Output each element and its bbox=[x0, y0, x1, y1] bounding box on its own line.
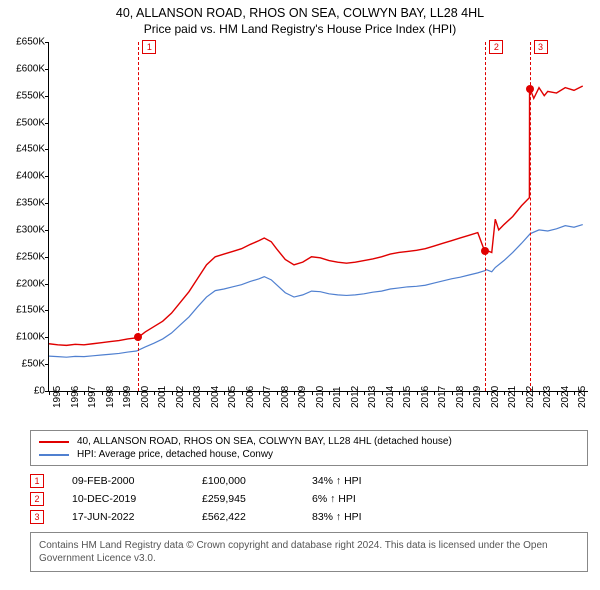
y-tick-label: £0 bbox=[1, 386, 45, 397]
event-row: 1 09-FEB-2000£100,00034% ↑ HPI bbox=[30, 472, 588, 490]
event-price: £562,422 bbox=[202, 511, 312, 523]
event-price: £259,945 bbox=[202, 493, 312, 505]
x-tick-label: 2007 bbox=[262, 386, 273, 408]
y-tick-label: £50K bbox=[1, 359, 45, 370]
x-tick-label: 1999 bbox=[122, 386, 133, 408]
y-tick-label: £150K bbox=[1, 305, 45, 316]
chart-title: 40, ALLANSON ROAD, RHOS ON SEA, COLWYN B… bbox=[10, 6, 590, 20]
chart-title-block: 40, ALLANSON ROAD, RHOS ON SEA, COLWYN B… bbox=[0, 0, 600, 38]
series-price_paid bbox=[49, 86, 583, 345]
event-point bbox=[134, 333, 142, 341]
x-tick-label: 1998 bbox=[105, 386, 116, 408]
legend-swatch bbox=[39, 454, 69, 456]
legend-item: HPI: Average price, detached house, Conw… bbox=[39, 448, 579, 461]
event-point bbox=[481, 247, 489, 255]
x-tick-label: 2023 bbox=[542, 386, 553, 408]
event-row: 2 10-DEC-2019£259,9456% ↑ HPI bbox=[30, 490, 588, 508]
event-number: 1 bbox=[30, 474, 44, 488]
x-tick-label: 2018 bbox=[455, 386, 466, 408]
y-tick-label: £350K bbox=[1, 198, 45, 209]
events-table: 1 09-FEB-2000£100,00034% ↑ HPI 2 10-DEC-201… bbox=[30, 472, 588, 526]
chart-lines bbox=[49, 42, 588, 391]
x-tick-label: 2013 bbox=[367, 386, 378, 408]
event-vline bbox=[485, 42, 486, 391]
event-delta: 6% ↑ HPI bbox=[312, 493, 422, 505]
x-tick-label: 2012 bbox=[350, 386, 361, 408]
x-tick-label: 2014 bbox=[385, 386, 396, 408]
event-number: 2 bbox=[30, 492, 44, 506]
event-date: 10-DEC-2019 bbox=[72, 493, 202, 505]
chart-legend: 40, ALLANSON ROAD, RHOS ON SEA, COLWYN B… bbox=[30, 430, 588, 466]
y-tick-label: £400K bbox=[1, 171, 45, 182]
event-marker: 1 bbox=[142, 40, 156, 54]
x-tick-label: 2003 bbox=[192, 386, 203, 408]
y-tick-label: £200K bbox=[1, 278, 45, 289]
x-tick-label: 2011 bbox=[332, 386, 343, 408]
x-tick-label: 2005 bbox=[227, 386, 238, 408]
event-row: 3 17-JUN-2022£562,42283% ↑ HPI bbox=[30, 508, 588, 526]
event-marker: 3 bbox=[534, 40, 548, 54]
y-tick-label: £500K bbox=[1, 117, 45, 128]
x-tick-label: 2015 bbox=[402, 386, 413, 408]
x-tick-label: 1996 bbox=[70, 386, 81, 408]
x-tick-label: 2025 bbox=[577, 386, 588, 408]
event-number: 3 bbox=[30, 510, 44, 524]
x-tick-label: 2002 bbox=[175, 386, 186, 408]
legend-label: 40, ALLANSON ROAD, RHOS ON SEA, COLWYN B… bbox=[77, 436, 452, 447]
y-tick-label: £250K bbox=[1, 251, 45, 262]
event-date: 17-JUN-2022 bbox=[72, 511, 202, 523]
attribution-text: Contains HM Land Registry data © Crown c… bbox=[39, 540, 548, 564]
attribution-box: Contains HM Land Registry data © Crown c… bbox=[30, 532, 588, 572]
x-tick-label: 1995 bbox=[52, 386, 63, 408]
legend-label: HPI: Average price, detached house, Conw… bbox=[77, 449, 273, 460]
y-tick-label: £100K bbox=[1, 332, 45, 343]
x-tick-label: 2017 bbox=[437, 386, 448, 408]
y-tick-label: £550K bbox=[1, 90, 45, 101]
series-hpi bbox=[49, 225, 583, 358]
event-delta: 83% ↑ HPI bbox=[312, 511, 422, 523]
x-tick-label: 2008 bbox=[280, 386, 291, 408]
event-vline bbox=[530, 42, 531, 391]
x-tick-label: 2004 bbox=[210, 386, 221, 408]
legend-swatch bbox=[39, 441, 69, 443]
event-price: £100,000 bbox=[202, 475, 312, 487]
x-tick-label: 2010 bbox=[315, 386, 326, 408]
x-tick-label: 2019 bbox=[472, 386, 483, 408]
x-tick-label: 2016 bbox=[420, 386, 431, 408]
event-point bbox=[526, 85, 534, 93]
legend-item: 40, ALLANSON ROAD, RHOS ON SEA, COLWYN B… bbox=[39, 435, 579, 448]
y-tick-label: £450K bbox=[1, 144, 45, 155]
x-tick-label: 1997 bbox=[87, 386, 98, 408]
y-tick-label: £600K bbox=[1, 63, 45, 74]
event-delta: 34% ↑ HPI bbox=[312, 475, 422, 487]
x-tick-label: 2020 bbox=[490, 386, 501, 408]
x-tick-label: 2024 bbox=[560, 386, 571, 408]
chart-plot-area: £0£50K£100K£150K£200K£250K£300K£350K£400… bbox=[48, 42, 588, 392]
x-tick-label: 2006 bbox=[245, 386, 256, 408]
event-date: 09-FEB-2000 bbox=[72, 475, 202, 487]
x-tick-label: 2000 bbox=[140, 386, 151, 408]
event-marker: 2 bbox=[489, 40, 503, 54]
y-tick-label: £650K bbox=[1, 37, 45, 48]
chart-subtitle: Price paid vs. HM Land Registry's House … bbox=[10, 22, 590, 36]
x-tick-label: 2001 bbox=[157, 386, 168, 408]
x-tick-label: 2021 bbox=[507, 386, 518, 408]
x-tick-label: 2009 bbox=[297, 386, 308, 408]
y-tick-label: £300K bbox=[1, 224, 45, 235]
